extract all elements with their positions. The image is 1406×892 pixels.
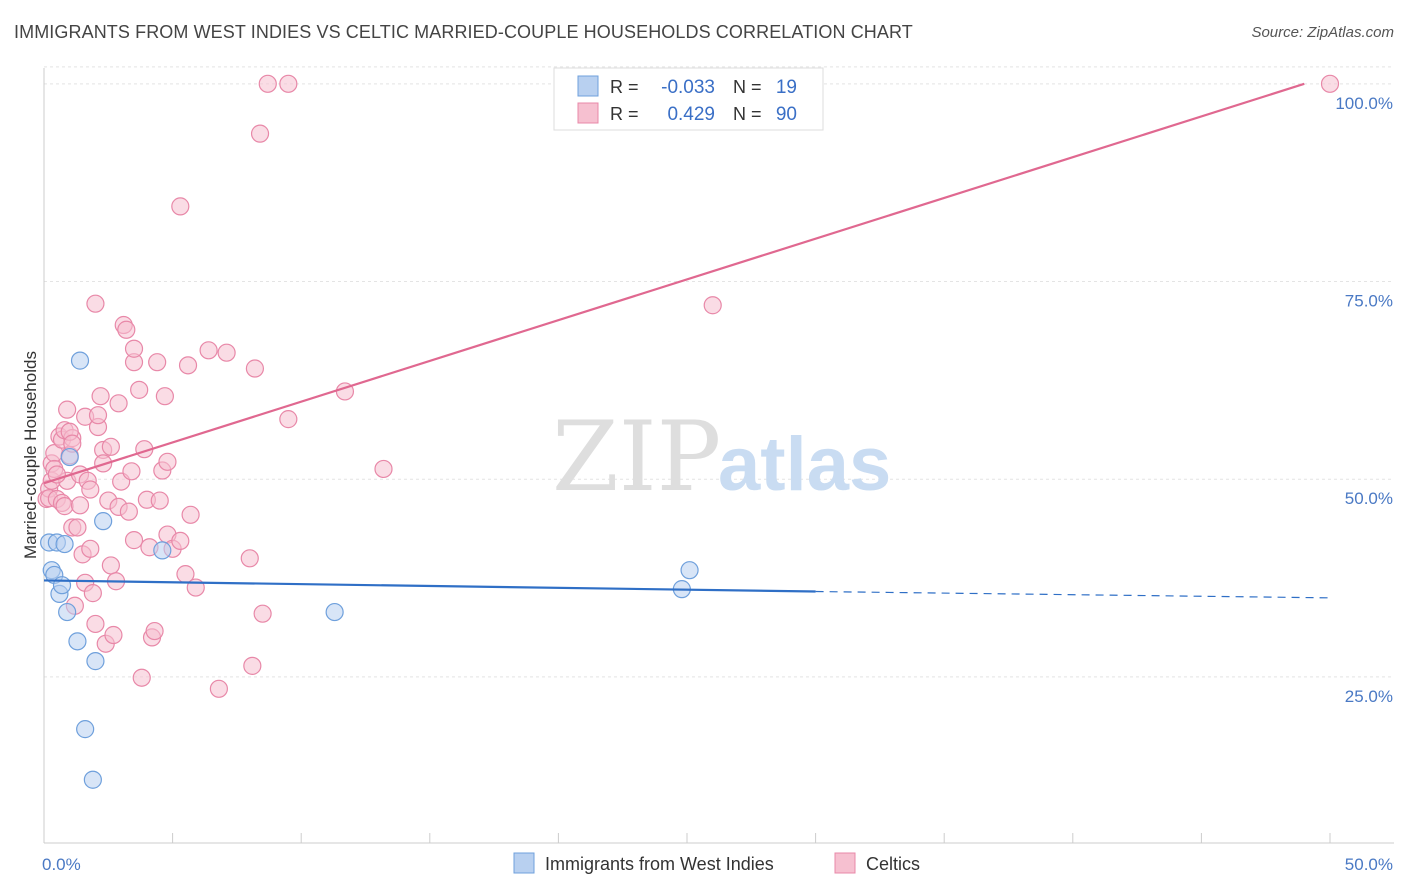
- west-indies-point-18: [680, 561, 699, 580]
- chart-source: Source: ZipAtlas.com: [1251, 24, 1394, 41]
- celtics-point-59: [155, 387, 174, 406]
- west-indies-trend-line: [43, 579, 816, 593]
- celtics-point-67: [199, 341, 218, 360]
- celtics-point-65: [181, 505, 200, 524]
- chart-title: IMMIGRANTS FROM WEST INDIES VS CELTIC MA…: [14, 22, 913, 42]
- celtics-point-36: [101, 437, 120, 456]
- bottom-legend: Immigrants from West Indies Celtics: [513, 852, 920, 874]
- bottom-legend-swatch-west-indies: [513, 852, 535, 874]
- bottom-legend-label-west-indies: Immigrants from West Indies: [545, 854, 774, 874]
- celtics-point-31: [91, 387, 110, 406]
- celtics-point-64: [178, 356, 198, 375]
- bottom-legend-label-celtics: Celtics: [866, 854, 920, 874]
- x-tick-label-right: 50.0%: [1345, 855, 1393, 874]
- celtics-points: [37, 74, 1340, 698]
- west-indies-point-10: [70, 351, 90, 370]
- legend-n-value-pink: 90: [776, 104, 797, 125]
- celtics-point-56: [148, 353, 167, 372]
- west-indies-point-5: [52, 576, 72, 595]
- celtics-point-62: [171, 531, 190, 551]
- y-tick-label-1: 50.0%: [1345, 489, 1393, 508]
- celtics-point-84: [70, 496, 90, 515]
- celtics-point-57: [150, 491, 169, 510]
- x-tick-label-left: 0.0%: [42, 855, 81, 874]
- celtics-point-69: [209, 679, 228, 698]
- legend-box: [553, 67, 824, 131]
- celtics-point-43: [117, 320, 136, 339]
- celtics-point-39: [109, 394, 128, 413]
- celtics-point-29: [88, 406, 108, 425]
- celtics-point-25: [81, 539, 100, 558]
- west-indies-trend-extension: [815, 590, 1331, 599]
- celtics-point-27: [86, 614, 105, 634]
- celtics-point-44: [119, 502, 138, 521]
- celtics-point-78: [250, 124, 270, 143]
- legend: R = -0.033 N = 19 R = 0.429 N = 90: [553, 67, 824, 131]
- watermark-atlas: atlas: [718, 422, 891, 507]
- celtics-point-85: [81, 480, 100, 499]
- legend-r-value-blue: -0.033: [661, 77, 715, 98]
- west-indies-point-8: [60, 447, 79, 467]
- bottom-legend-swatch-celtics: [834, 852, 856, 874]
- x-axis-ticks: [43, 833, 1331, 843]
- west-indies-point-7: [58, 602, 77, 622]
- west-indies-point-11: [76, 720, 95, 739]
- celtics-point-73: [243, 656, 262, 675]
- watermark-zip: ZIP: [552, 401, 721, 513]
- celtics-trend-line: [43, 82, 1305, 485]
- celtics-point-48: [124, 339, 144, 358]
- celtics-point-76: [374, 459, 393, 479]
- celtics-point-35: [101, 556, 120, 575]
- west-indies-point-9: [68, 632, 87, 651]
- celtics-point-30: [86, 294, 105, 313]
- west-indies-point-15: [153, 541, 172, 560]
- celtics-point-72: [253, 604, 272, 623]
- celtics-point-87: [158, 452, 177, 471]
- y-tick-label-0: 25.0%: [1345, 687, 1393, 706]
- legend-n-label-pink: N =: [733, 104, 762, 124]
- y-axis-label: Married-couple Households: [21, 351, 40, 559]
- celtics-point-45: [122, 462, 141, 481]
- celtics-point-46: [124, 531, 144, 550]
- legend-r-label-blue: R =: [610, 77, 639, 97]
- celtics-point-71: [245, 359, 265, 378]
- west-indies-point-12: [83, 770, 102, 789]
- west-indies-points: [40, 351, 699, 789]
- celtics-point-50: [132, 668, 151, 687]
- legend-r-label-pink: R =: [610, 104, 639, 124]
- y-tick-label-2: 75.0%: [1345, 292, 1393, 311]
- celtics-point-55: [145, 621, 164, 641]
- legend-swatch-blue: [577, 75, 599, 97]
- celtics-point-80: [279, 74, 298, 93]
- celtics-point-77: [171, 197, 190, 216]
- celtics-point-70: [240, 549, 259, 568]
- west-indies-point-16: [325, 602, 344, 622]
- celtics-point-37: [104, 625, 123, 645]
- celtics-point-81: [703, 296, 722, 315]
- west-indies-point-6: [55, 534, 74, 554]
- celtics-point-11: [55, 497, 74, 516]
- legend-n-label-blue: N =: [733, 77, 762, 97]
- legend-n-value-blue: 19: [776, 77, 797, 98]
- trend-lines: [43, 82, 1331, 599]
- legend-swatch-pink: [577, 102, 599, 124]
- celtics-point-74: [279, 410, 298, 429]
- celtics-point-49: [130, 380, 149, 399]
- legend-r-value-pink: 0.429: [667, 104, 715, 125]
- west-indies-point-13: [86, 652, 105, 671]
- celtics-point-68: [217, 343, 236, 362]
- y-tick-labels: 25.0% 50.0% 75.0% 100.0%: [1335, 94, 1393, 706]
- celtics-point-82: [1320, 74, 1340, 93]
- celtics-point-26: [83, 584, 102, 603]
- west-indies-point-14: [94, 512, 113, 531]
- celtics-point-79: [258, 74, 277, 93]
- y-tick-label-3: 100.0%: [1335, 94, 1393, 113]
- celtics-point-19: [68, 518, 87, 537]
- celtics-point-13: [58, 400, 77, 419]
